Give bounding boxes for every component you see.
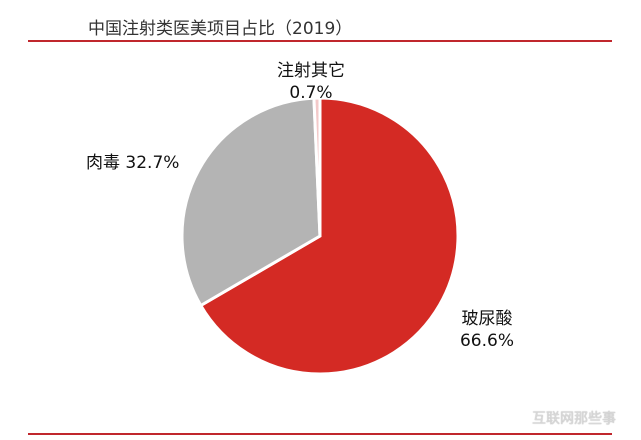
top-rule [28, 40, 612, 42]
label-other-name: 注射其它 [277, 61, 345, 81]
watermark: 互联网那些事 [532, 411, 616, 427]
label-hyaluronic-name: 玻尿酸 [461, 309, 513, 329]
label-hyaluronic-value: 66.6% [459, 331, 514, 351]
label-botox: 肉毒 32.7% [86, 152, 179, 174]
label-hyaluronic: 玻尿酸 66.6% [448, 308, 526, 352]
label-other-value: 0.7% [289, 83, 333, 103]
label-botox-name: 肉毒 [86, 153, 120, 173]
chart-title: 中国注射类医美项目占比（2019） [88, 19, 353, 39]
label-botox-value: 32.7% [125, 153, 180, 173]
bottom-rule [28, 433, 612, 435]
label-other: 注射其它 0.7% [262, 60, 360, 104]
pie-slice-hyaluronic [198, 96, 460, 376]
pie-slice-other [312, 96, 322, 237]
pie-slice-botox [180, 96, 322, 308]
